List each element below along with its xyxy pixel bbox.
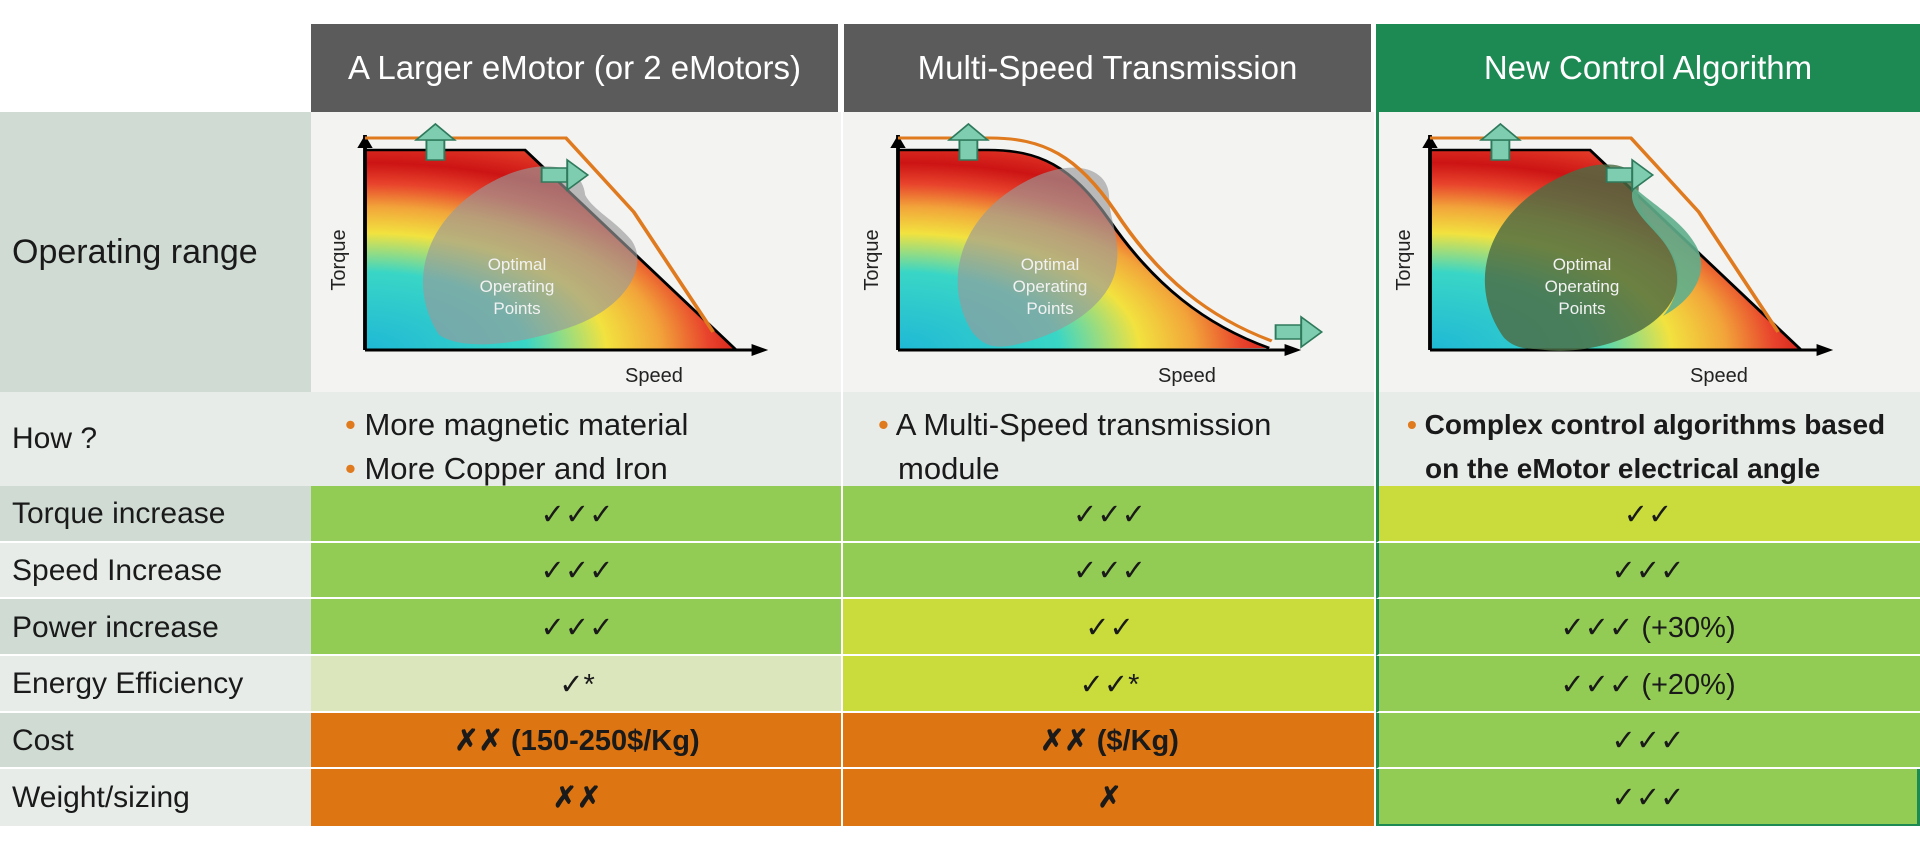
svg-text:Operating: Operating xyxy=(480,277,555,296)
svg-text:Optimal: Optimal xyxy=(1021,255,1080,274)
svg-text:Speed: Speed xyxy=(1690,365,1748,387)
svg-text:Points: Points xyxy=(1558,299,1605,318)
svg-text:Torque: Torque xyxy=(1393,229,1415,290)
svg-text:Optimal: Optimal xyxy=(1553,255,1612,274)
svg-text:Torque: Torque xyxy=(861,229,883,290)
svg-text:Operating: Operating xyxy=(1013,277,1088,296)
svg-text:Speed: Speed xyxy=(625,365,683,387)
svg-text:Optimal: Optimal xyxy=(488,255,547,274)
svg-text:Torque: Torque xyxy=(328,229,350,290)
svg-text:Speed: Speed xyxy=(1158,365,1216,387)
svg-text:Points: Points xyxy=(1026,299,1073,318)
svg-text:Points: Points xyxy=(493,299,540,318)
svg-text:Operating: Operating xyxy=(1545,277,1620,296)
